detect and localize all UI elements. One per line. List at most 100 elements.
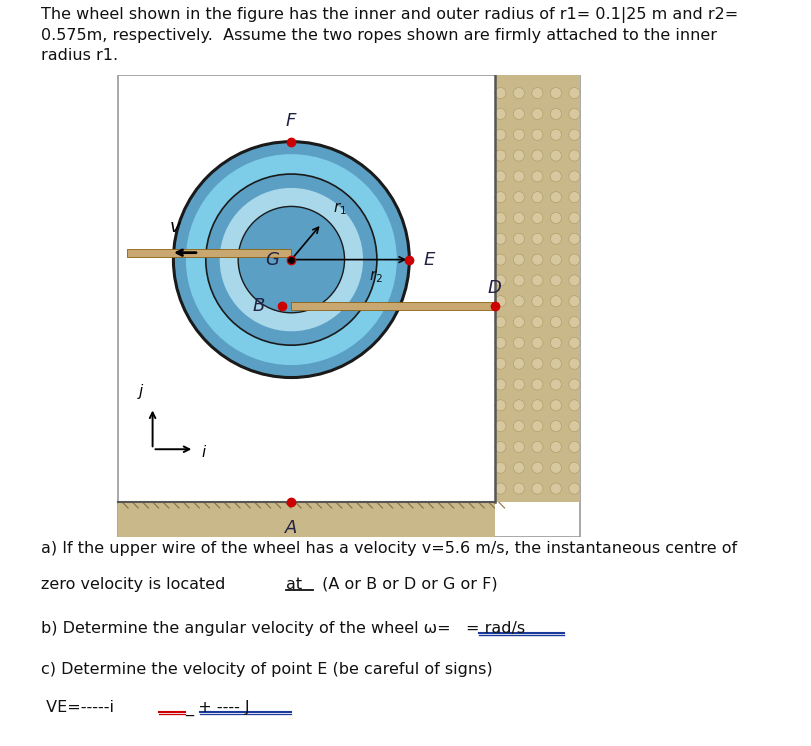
Circle shape [494, 379, 505, 390]
Circle shape [513, 213, 524, 224]
Circle shape [513, 150, 524, 161]
Circle shape [513, 442, 524, 453]
Circle shape [494, 295, 505, 307]
Circle shape [569, 108, 579, 119]
Circle shape [531, 421, 543, 432]
Circle shape [513, 275, 524, 286]
Circle shape [569, 316, 579, 327]
Circle shape [550, 275, 560, 286]
Circle shape [494, 316, 505, 327]
Circle shape [550, 171, 560, 182]
Circle shape [569, 463, 579, 473]
Circle shape [531, 108, 543, 119]
Circle shape [531, 129, 543, 140]
Circle shape [569, 150, 579, 161]
Circle shape [513, 171, 524, 182]
Circle shape [494, 254, 505, 265]
Text: $\mathit{G}$: $\mathit{G}$ [265, 251, 280, 269]
Circle shape [550, 483, 560, 494]
Circle shape [550, 150, 560, 161]
Circle shape [550, 400, 560, 411]
Circle shape [531, 275, 543, 286]
Circle shape [220, 188, 363, 331]
Circle shape [531, 150, 543, 161]
Text: zero velocity is located: zero velocity is located [41, 577, 230, 592]
Circle shape [531, 442, 543, 453]
Circle shape [513, 295, 524, 307]
Bar [127, 248, 291, 257]
Circle shape [569, 295, 579, 307]
Circle shape [494, 108, 505, 119]
Circle shape [569, 442, 579, 453]
Text: _ + ---- J: _ + ---- J [185, 700, 249, 716]
Circle shape [494, 358, 505, 369]
Text: $\mathit{B}$: $\mathit{B}$ [252, 297, 265, 315]
Circle shape [513, 463, 524, 473]
Circle shape [550, 337, 560, 348]
Circle shape [494, 421, 505, 432]
Circle shape [513, 358, 524, 369]
Text: $\mathit{j}$: $\mathit{j}$ [137, 382, 145, 401]
Circle shape [494, 171, 505, 182]
Circle shape [550, 192, 560, 203]
Circle shape [513, 129, 524, 140]
Circle shape [494, 129, 505, 140]
Circle shape [494, 337, 505, 348]
Circle shape [238, 207, 344, 313]
Circle shape [205, 174, 376, 345]
Circle shape [186, 154, 397, 365]
Text: b) Determine the angular velocity of the wheel ω=   = rad/s: b) Determine the angular velocity of the… [41, 621, 524, 636]
Circle shape [494, 483, 505, 494]
Circle shape [569, 171, 579, 182]
Text: $\mathit{v}$: $\mathit{v}$ [169, 219, 182, 236]
Circle shape [531, 358, 543, 369]
Text: $\mathit{F}$: $\mathit{F}$ [285, 112, 298, 130]
Bar [494, 75, 580, 503]
Circle shape [531, 337, 543, 348]
Circle shape [494, 150, 505, 161]
Circle shape [531, 192, 543, 203]
Circle shape [531, 463, 543, 473]
Circle shape [531, 295, 543, 307]
Circle shape [569, 358, 579, 369]
Circle shape [513, 421, 524, 432]
Circle shape [513, 108, 524, 119]
Circle shape [569, 213, 579, 224]
Text: a) If the upper wire of the wheel has a velocity v=5.6 m/s, the instantaneous ce: a) If the upper wire of the wheel has a … [41, 542, 736, 557]
Circle shape [494, 213, 505, 224]
Circle shape [531, 87, 543, 98]
Circle shape [531, 233, 543, 245]
Circle shape [569, 379, 579, 390]
Text: (A or B or D or G or F): (A or B or D or G or F) [316, 577, 497, 592]
Circle shape [569, 483, 579, 494]
Circle shape [569, 87, 579, 98]
Text: $\mathit{i}$: $\mathit{i}$ [201, 444, 207, 460]
Circle shape [550, 295, 560, 307]
Text: at: at [286, 577, 303, 592]
Circle shape [569, 192, 579, 203]
Circle shape [550, 442, 560, 453]
Circle shape [513, 400, 524, 411]
Text: c) Determine the velocity of point E (be careful of signs): c) Determine the velocity of point E (be… [41, 662, 491, 677]
Circle shape [531, 171, 543, 182]
Circle shape [531, 483, 543, 494]
Circle shape [550, 87, 560, 98]
Bar [118, 503, 494, 537]
Circle shape [569, 233, 579, 245]
Circle shape [531, 379, 543, 390]
Circle shape [569, 254, 579, 265]
Circle shape [550, 463, 560, 473]
Circle shape [550, 213, 560, 224]
Circle shape [513, 316, 524, 327]
Circle shape [494, 400, 505, 411]
Circle shape [531, 213, 543, 224]
Circle shape [550, 358, 560, 369]
Circle shape [494, 87, 505, 98]
Circle shape [531, 400, 543, 411]
Circle shape [569, 275, 579, 286]
Circle shape [550, 233, 560, 245]
Circle shape [494, 442, 505, 453]
Circle shape [550, 379, 560, 390]
Circle shape [569, 421, 579, 432]
Text: $\mathit{A}$: $\mathit{A}$ [284, 519, 298, 537]
